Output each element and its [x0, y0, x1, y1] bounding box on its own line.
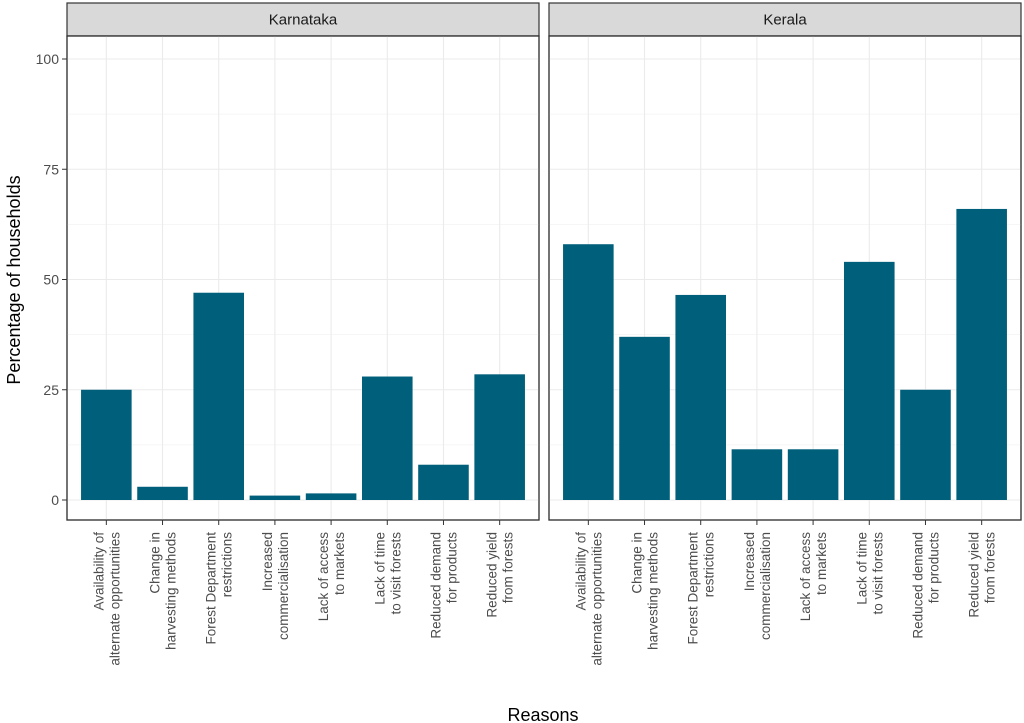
x-tick-label-line: Lack of time: [372, 532, 387, 605]
bar: [193, 292, 244, 500]
x-tick-label: Forest Departmentrestrictions: [686, 532, 717, 645]
bar: [81, 389, 132, 500]
x-axis-title: Reasons: [507, 705, 578, 723]
bar: [675, 294, 726, 500]
x-tick-label-line: to markets: [814, 532, 829, 595]
bar: [249, 495, 301, 500]
x-tick-label-line: alternate opportunities: [589, 532, 604, 666]
x-tick-label: Reduced yieldfrom forests: [485, 532, 516, 618]
x-tick-label-line: Lack of time: [854, 532, 869, 605]
x-tick-label: Reduced demandfor products: [910, 532, 941, 639]
x-tick-label-line: commercialisation: [758, 532, 773, 640]
x-tick-label-line: Lack of access: [798, 532, 813, 622]
panel-border: [548, 35, 1022, 521]
x-tick-label-line: to visit forests: [870, 532, 885, 615]
bar: [787, 449, 839, 500]
bar: [362, 376, 413, 500]
x-tick-label-line: for products: [926, 532, 941, 604]
x-tick-label-line: for products: [444, 532, 459, 604]
y-axis-title: Percentage of households: [4, 175, 24, 384]
x-tick-label: Reduced demandfor products: [428, 532, 459, 639]
x-tick-label-line: Change in: [630, 532, 645, 594]
x-tick-label-line: Forest Department: [204, 532, 219, 645]
x-tick-label: Lack of accessto markets: [316, 532, 347, 622]
x-tick-label-line: Forest Department: [686, 532, 701, 645]
bar: [731, 449, 783, 500]
x-tick-label-line: Increased: [742, 532, 757, 591]
y-tick-label: 75: [43, 161, 59, 177]
x-tick-label-line: Increased: [260, 532, 275, 591]
facet-strip: [66, 2, 540, 37]
x-tick-label-line: harvesting methods: [646, 532, 661, 650]
x-tick-label-line: from forests: [501, 532, 516, 604]
x-tick-label: Increasedcommercialisation: [260, 532, 291, 640]
panel-background: [66, 35, 540, 521]
x-tick-label-line: Availability of: [91, 532, 106, 611]
x-tick-label: Availability ofalternate opportunities: [573, 532, 604, 666]
x-tick-label: Change inharvesting methods: [148, 532, 179, 650]
x-tick-label-line: alternate opportunities: [107, 532, 122, 666]
bar: [956, 208, 1007, 500]
bar: [844, 261, 895, 500]
bar: [563, 244, 614, 500]
x-tick-label-line: Reduced yield: [485, 532, 500, 618]
panel-kerala: Kerala Availability ofalternate opportuni…: [548, 2, 1022, 666]
x-tick-label-line: Change in: [148, 532, 163, 594]
x-tick-label: Increasedcommercialisation: [742, 532, 773, 640]
x-tick-label-line: Reduced yield: [967, 532, 982, 618]
x-tick-label-line: restrictions: [702, 532, 717, 598]
x-tick-label-line: Reduced demand: [428, 532, 443, 639]
x-tick-label-line: to visit forests: [388, 532, 403, 615]
y-tick-label: 0: [51, 492, 59, 508]
bar: [305, 493, 357, 500]
bar: [900, 389, 951, 500]
x-tick-label: Lack of accessto markets: [798, 532, 829, 622]
facet-strip: [548, 2, 1022, 37]
panel-karnataka: Karnataka Availability ofalternate opport…: [66, 2, 540, 666]
x-tick-label: Availability ofalternate opportunities: [91, 532, 122, 666]
y-tick-label: 100: [36, 51, 60, 67]
panel-border: [66, 35, 540, 521]
bar: [137, 486, 188, 500]
x-tick-label-line: from forests: [983, 532, 998, 604]
x-tick-label-line: Reduced demand: [910, 532, 925, 639]
facet-strip-label: Karnataka: [269, 12, 338, 29]
bar: [418, 464, 469, 500]
x-tick-label-line: commercialisation: [276, 532, 291, 640]
x-tick-label: Reduced yieldfrom forests: [967, 532, 998, 618]
x-tick-label: Forest Departmentrestrictions: [204, 532, 235, 645]
y-tick-label: 25: [43, 382, 59, 398]
bar: [474, 374, 525, 500]
x-tick-label: Lack of timeto visit forests: [372, 532, 403, 615]
x-tick-label-line: Availability of: [573, 532, 588, 611]
bar: [619, 336, 670, 500]
x-tick-label: Change inharvesting methods: [630, 532, 661, 650]
x-tick-label: Lack of timeto visit forests: [854, 532, 885, 615]
x-tick-label-line: Lack of access: [316, 532, 331, 622]
facet-strip-label: Kerala: [763, 12, 807, 29]
y-tick-label: 50: [43, 272, 59, 288]
x-tick-label-line: to markets: [332, 532, 347, 595]
x-tick-label-line: harvesting methods: [164, 532, 179, 650]
x-tick-label-line: restrictions: [220, 532, 235, 598]
